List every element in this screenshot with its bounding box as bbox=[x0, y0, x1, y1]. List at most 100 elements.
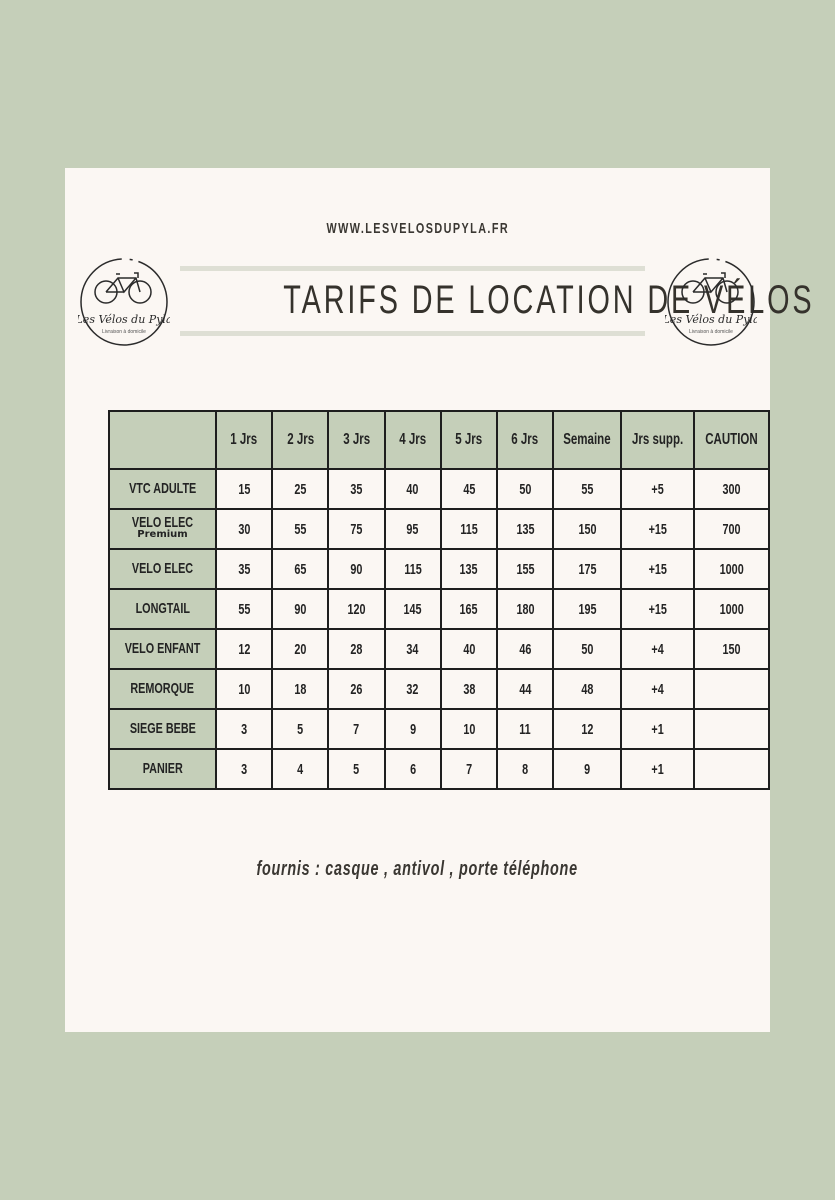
table-row: VELO ELEC Premium 30 55 75 95 115 135 150 +15 700 bbox=[107, 508, 770, 550]
price-cell: 48 bbox=[552, 668, 622, 710]
price-cell: 44 bbox=[495, 668, 555, 710]
table-row: REMORQUE 10 18 26 32 38 44 48 +4 bbox=[107, 668, 770, 710]
price-cell: 120 bbox=[327, 588, 386, 630]
column-header: Jrs supp. bbox=[619, 410, 696, 470]
logo-right: Les Vélos du Pyla Livraison à domicile bbox=[665, 258, 757, 346]
price-cell: 7 bbox=[327, 708, 386, 750]
column-header: 6 Jrs bbox=[495, 410, 555, 470]
price-cell: +15 bbox=[619, 588, 696, 630]
website-url[interactable]: WWW.LESVELOSDUPYLA.FR bbox=[326, 220, 509, 237]
price-cell: 90 bbox=[327, 548, 386, 590]
column-header: Semaine bbox=[552, 410, 622, 470]
price-cell: 115 bbox=[439, 508, 498, 550]
price-cell: 45 bbox=[439, 468, 498, 510]
column-header: 2 Jrs bbox=[271, 410, 330, 470]
column-header bbox=[107, 410, 218, 470]
price-cell: 46 bbox=[495, 628, 555, 670]
price-cell: 40 bbox=[383, 468, 442, 510]
price-cell: 55 bbox=[552, 468, 622, 510]
price-cell: +4 bbox=[619, 668, 696, 710]
table-header-row: 1 Jrs 2 Jrs 3 Jrs 4 Jrs 5 Jrs 6 Jrs Semaine Jrs… bbox=[107, 410, 770, 470]
svg-text:Les Vélos du Pyla: Les Vélos du Pyla bbox=[78, 313, 170, 326]
price-cell: 155 bbox=[495, 548, 555, 590]
price-cell: 55 bbox=[215, 588, 274, 630]
price-cell: 195 bbox=[552, 588, 622, 630]
price-table: 1 Jrs 2 Jrs 3 Jrs 4 Jrs 5 Jrs 6 Jrs Semaine Jrs… bbox=[107, 410, 770, 790]
price-cell: 5 bbox=[327, 748, 386, 790]
price-cell: 5 bbox=[271, 708, 330, 750]
price-cell: 135 bbox=[439, 548, 498, 590]
row-label: PANIER bbox=[107, 748, 218, 790]
included-items-note: fournis : casque , antivol , porte télép… bbox=[256, 858, 579, 880]
price-cell: 10 bbox=[215, 668, 274, 710]
price-cell: +1 bbox=[619, 708, 696, 750]
column-header: 4 Jrs bbox=[383, 410, 442, 470]
title-divider-top bbox=[180, 266, 645, 271]
column-header: CAUTION bbox=[693, 410, 770, 470]
price-cell: 18 bbox=[271, 668, 330, 710]
price-cell: 28 bbox=[327, 628, 386, 670]
price-cell: 55 bbox=[271, 508, 330, 550]
price-cell: 150 bbox=[552, 508, 622, 550]
price-cell: 165 bbox=[439, 588, 498, 630]
svg-text:Livraison à domicile: Livraison à domicile bbox=[102, 329, 146, 335]
column-header: 3 Jrs bbox=[327, 410, 386, 470]
row-label: VELO ELEC Premium bbox=[107, 508, 218, 550]
price-cell: 32 bbox=[383, 668, 442, 710]
price-cell: +15 bbox=[619, 508, 696, 550]
price-cell: 115 bbox=[383, 548, 442, 590]
price-cell: 8 bbox=[495, 748, 555, 790]
price-cell: 3 bbox=[215, 708, 274, 750]
title-divider-bottom bbox=[180, 331, 645, 336]
price-cell: 12 bbox=[552, 708, 622, 750]
price-cell: 30 bbox=[215, 508, 274, 550]
price-cell: +15 bbox=[619, 548, 696, 590]
row-sublabel: Premium bbox=[137, 529, 188, 540]
price-cell: 9 bbox=[552, 748, 622, 790]
price-cell: 300 bbox=[693, 468, 770, 510]
price-cell: 65 bbox=[271, 548, 330, 590]
price-cell: 50 bbox=[552, 628, 622, 670]
price-cell: 700 bbox=[693, 508, 770, 550]
price-cell: 35 bbox=[215, 548, 274, 590]
bicycle-icon bbox=[94, 272, 152, 304]
price-cell: 9 bbox=[383, 708, 442, 750]
bicycle-icon bbox=[681, 272, 739, 304]
table-row: VELO ELEC 35 65 90 115 135 155 175 +15 1000 bbox=[107, 548, 770, 590]
table-row: PANIER 3 4 5 6 7 8 9 +1 bbox=[107, 748, 770, 790]
price-cell: 180 bbox=[495, 588, 555, 630]
price-cell: 10 bbox=[439, 708, 498, 750]
price-cell: 35 bbox=[327, 468, 386, 510]
price-cell: 135 bbox=[495, 508, 555, 550]
price-cell: 145 bbox=[383, 588, 442, 630]
column-header: 1 Jrs bbox=[215, 410, 274, 470]
price-cell: 3 bbox=[215, 748, 274, 790]
table-row: VTC ADULTE 15 25 35 40 45 50 55 +5 300 bbox=[107, 468, 770, 510]
row-label: VELO ENFANT bbox=[107, 628, 218, 670]
row-label: REMORQUE bbox=[107, 668, 218, 710]
price-cell: 4 bbox=[271, 748, 330, 790]
table-row: LONGTAIL 55 90 120 145 165 180 195 +15 1000 bbox=[107, 588, 770, 630]
price-cell: 38 bbox=[439, 668, 498, 710]
price-cell: +4 bbox=[619, 628, 696, 670]
price-cell: 1000 bbox=[693, 588, 770, 630]
table-row: SIEGE BEBE 3 5 7 9 10 11 12 +1 bbox=[107, 708, 770, 750]
price-cell: 150 bbox=[693, 628, 770, 670]
price-cell: 95 bbox=[383, 508, 442, 550]
logo: Les Vélos du Pyla Livraison à domicile bbox=[78, 258, 170, 346]
row-label: SIEGE BEBE bbox=[107, 708, 218, 750]
price-cell: 7 bbox=[439, 748, 498, 790]
page-title: TARIFS DE LOCATION DE VÉLOS bbox=[283, 278, 815, 322]
row-label: VELO ELEC bbox=[107, 548, 218, 590]
price-sheet: WWW.LESVELOSDUPYLA.FR TARIFS DE LOCATION… bbox=[65, 168, 815, 1032]
price-cell: 20 bbox=[271, 628, 330, 670]
price-cell: 90 bbox=[271, 588, 330, 630]
price-cell: 75 bbox=[327, 508, 386, 550]
table-row: VELO ENFANT 12 20 28 34 40 46 50 +4 150 bbox=[107, 628, 770, 670]
price-cell bbox=[693, 748, 770, 790]
price-cell bbox=[693, 668, 770, 710]
price-cell: 1000 bbox=[693, 548, 770, 590]
price-cell: +5 bbox=[619, 468, 696, 510]
price-cell: 50 bbox=[495, 468, 555, 510]
price-cell: 26 bbox=[327, 668, 386, 710]
